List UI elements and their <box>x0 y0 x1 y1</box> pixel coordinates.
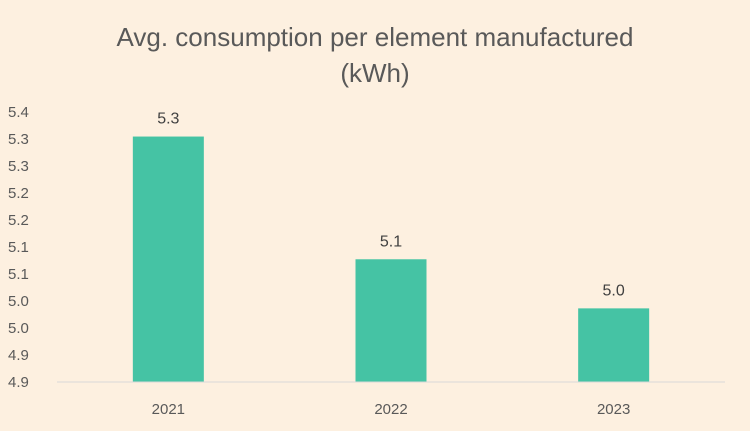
data-label-2022: 5.1 <box>380 233 402 250</box>
data-label-2021: 5.3 <box>157 111 179 128</box>
y-tick-label: 5.3 <box>8 158 29 175</box>
y-tick-label: 4.9 <box>8 347 29 364</box>
y-tick-label: 5.2 <box>8 212 29 229</box>
y-tick-label: 5.1 <box>8 239 29 256</box>
y-tick-label: 5.0 <box>8 320 29 337</box>
x-axis-ticks: 2021 2022 2023 <box>152 401 631 418</box>
x-tick-label-2023: 2023 <box>597 401 630 418</box>
data-label-2023: 5.0 <box>603 282 625 299</box>
chart-title-line-2: (kWh) <box>340 58 409 88</box>
x-tick-label-2022: 2022 <box>374 401 407 418</box>
bar-2022 <box>355 259 427 382</box>
y-tick-label: 5.1 <box>8 266 29 283</box>
bar-2021 <box>132 136 204 382</box>
y-tick-label: 5.3 <box>8 131 29 148</box>
y-tick-label: 5.2 <box>8 185 29 202</box>
x-tick-label-2021: 2021 <box>152 401 185 418</box>
bar-2023 <box>578 308 650 382</box>
data-labels: 5.3 5.1 5.0 <box>157 111 625 300</box>
y-axis-ticks: 5.4 5.3 5.3 5.2 5.2 5.1 5.1 5.0 5.0 4.9 4.9 <box>8 104 29 391</box>
y-tick-label: 4.9 <box>8 374 29 391</box>
y-tick-label: 5.0 <box>8 293 29 310</box>
chart-title-line-1: Avg. consumption per element manufacture… <box>117 22 634 52</box>
bars <box>132 136 650 382</box>
y-tick-label: 5.4 <box>8 104 29 121</box>
